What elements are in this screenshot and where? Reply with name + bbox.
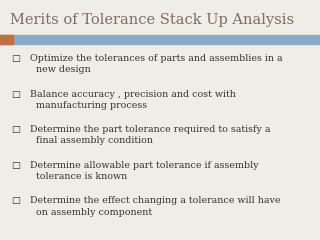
- Text: □: □: [11, 161, 20, 169]
- Bar: [0, 35, 320, 44]
- Text: □: □: [11, 196, 20, 205]
- Text: Determine the part tolerance required to satisfy a
  final assembly condition: Determine the part tolerance required to…: [30, 125, 271, 145]
- Text: Balance accuracy , precision and cost with
  manufacturing process: Balance accuracy , precision and cost wi…: [30, 90, 236, 110]
- Text: □: □: [11, 54, 20, 63]
- Text: Optimize the tolerances of parts and assemblies in a
  new design: Optimize the tolerances of parts and ass…: [30, 54, 283, 74]
- Bar: [0, 35, 13, 44]
- Text: □: □: [11, 90, 20, 99]
- Text: Determine the effect changing a tolerance will have
  on assembly component: Determine the effect changing a toleranc…: [30, 196, 281, 216]
- Text: □: □: [11, 125, 20, 134]
- Text: Determine allowable part tolerance if assembly
  tolerance is known: Determine allowable part tolerance if as…: [30, 161, 259, 181]
- Text: Merits of Tolerance Stack Up Analysis: Merits of Tolerance Stack Up Analysis: [10, 13, 294, 27]
